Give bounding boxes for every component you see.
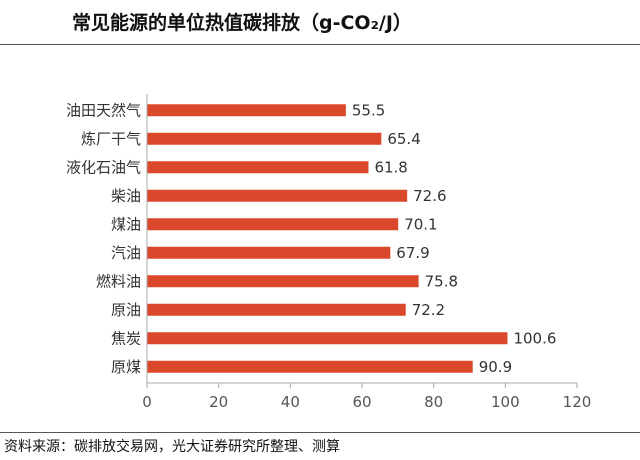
bottom-rule	[0, 432, 640, 433]
value-label: 70.1	[404, 215, 437, 233]
bar	[147, 303, 406, 316]
x-axis: 0 20 40 60 80 100 120	[142, 94, 591, 411]
value-label: 75.8	[425, 272, 458, 290]
category-label: 液化石油气	[66, 158, 141, 176]
value-label: 55.5	[352, 101, 385, 119]
category-label: 原油	[111, 301, 141, 319]
x-tick-label: 100	[491, 393, 520, 411]
value-label: 67.9	[396, 244, 429, 262]
top-rule	[0, 44, 640, 45]
category-label: 焦炭	[111, 329, 141, 347]
bar	[147, 161, 369, 174]
value-label: 72.6	[413, 187, 446, 205]
value-labels: 55.565.4 61.8 72.6 70.1 67.9 75.8 72.2 100.690.…	[352, 101, 557, 376]
bars-group	[147, 104, 508, 373]
x-tick-label: 0	[142, 393, 152, 411]
x-tick-label: 80	[424, 393, 443, 411]
x-tick-label: 40	[281, 393, 300, 411]
x-tick-label: 60	[352, 393, 371, 411]
value-label: 100.6	[513, 329, 556, 347]
bar	[147, 104, 346, 117]
bar	[147, 360, 473, 373]
category-label: 柴油	[111, 187, 141, 205]
source-note: 资料来源：碳排放交易网，光大证券研究所整理、测算	[4, 439, 340, 455]
bar	[147, 132, 382, 145]
category-label: 汽油	[111, 244, 141, 262]
bar	[147, 246, 391, 259]
category-label: 燃料油	[96, 272, 141, 290]
chart-title: 常见能源的单位热值碳排放（g-CO₂/J）	[72, 12, 412, 34]
value-label: 90.9	[479, 358, 512, 376]
bar	[147, 275, 419, 288]
x-tick-label: 20	[209, 393, 228, 411]
value-label: 72.2	[412, 301, 445, 319]
category-label: 炼厂干气	[81, 130, 141, 148]
category-label: 煤油	[111, 215, 141, 233]
category-label: 油田天然气	[66, 101, 141, 119]
value-label: 61.8	[374, 158, 407, 176]
bar	[147, 218, 399, 231]
bar	[147, 332, 508, 345]
bar	[147, 189, 408, 202]
value-label: 65.4	[387, 130, 420, 148]
x-tick-label: 120	[563, 393, 592, 411]
category-label: 原煤	[111, 358, 141, 376]
